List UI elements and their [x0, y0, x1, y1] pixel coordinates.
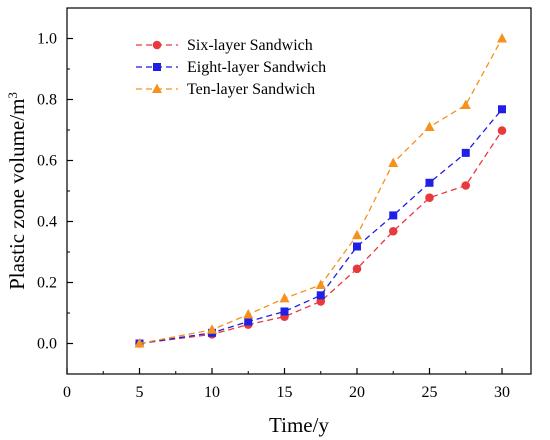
x-axis: 0 5 10 15 20 25 30: [63, 368, 510, 401]
data-point: [316, 291, 325, 300]
data-point: [244, 317, 253, 326]
legend-label: Eight-layer Sandwich: [187, 59, 326, 76]
legend-marker: [152, 40, 162, 50]
x-tick-label: 5: [136, 384, 144, 401]
series-line: [139, 130, 503, 345]
x-axis-title: Time/y: [269, 413, 329, 437]
data-point: [424, 121, 435, 131]
x-tick-label: 15: [277, 384, 293, 401]
plot-frame: [66, 7, 532, 375]
data-point: [134, 338, 145, 348]
legend: Six-layer Sandwich Eight-layer Sandwich Te…: [136, 37, 326, 98]
x-tick-label: 10: [204, 384, 220, 401]
data-point: [315, 279, 326, 289]
y-tick-label: 1.0: [37, 31, 57, 48]
series-line: [139, 38, 503, 345]
series-layer: [134, 33, 507, 348]
data-point: [352, 264, 362, 274]
data-point: [461, 181, 471, 190]
data-point: [388, 157, 399, 167]
data-point: [243, 309, 254, 319]
y-axis-title-base: Plastic zone volume/m: [5, 99, 29, 290]
y-axis-title: Plastic zone volume/m3: [5, 92, 30, 290]
data-point: [425, 178, 434, 187]
y-tick-label: 0.0: [37, 336, 57, 353]
series-2: [135, 105, 506, 348]
data-point: [461, 148, 470, 157]
legend-marker: [153, 63, 161, 71]
plot-area: 0.0 0.2 0.4 0.6 0.8 1.0 0 5 10 15 20 25 30: [37, 7, 532, 401]
y-tick-label: 0.8: [37, 92, 57, 109]
x-tick-label: 20: [349, 384, 365, 401]
data-point: [388, 226, 398, 236]
legend-label: Ten-layer Sandwich: [187, 81, 315, 98]
data-point: [425, 193, 434, 203]
legend-item: Six-layer Sandwich: [136, 37, 313, 54]
data-point: [280, 307, 289, 316]
x-tick-label: 30: [494, 384, 510, 401]
x-tick-label: 0: [63, 384, 71, 401]
y-axis-title-superscript: 3: [5, 92, 20, 99]
data-point: [497, 33, 507, 43]
legend-item: Eight-layer Sandwich: [136, 59, 326, 76]
data-point: [460, 99, 471, 109]
data-point: [497, 126, 507, 135]
data-point: [353, 242, 361, 251]
y-tick-label: 0.2: [37, 275, 57, 292]
series-line: [139, 108, 503, 345]
series-1: [135, 126, 507, 348]
data-point: [207, 324, 217, 334]
data-point: [352, 229, 362, 240]
series-3: [134, 33, 507, 348]
legend-item: Ten-layer Sandwich: [136, 81, 315, 98]
data-point: [498, 105, 506, 114]
y-axis: 0.0 0.2 0.4 0.6 0.8 1.0: [37, 31, 73, 353]
x-tick-label: 25: [422, 384, 438, 401]
data-point: [389, 211, 398, 220]
data-point: [279, 292, 290, 303]
y-tick-label: 0.6: [37, 153, 57, 170]
y-tick-label: 0.4: [37, 214, 57, 231]
legend-label: Six-layer Sandwich: [187, 37, 313, 54]
legend-marker: [152, 83, 162, 93]
